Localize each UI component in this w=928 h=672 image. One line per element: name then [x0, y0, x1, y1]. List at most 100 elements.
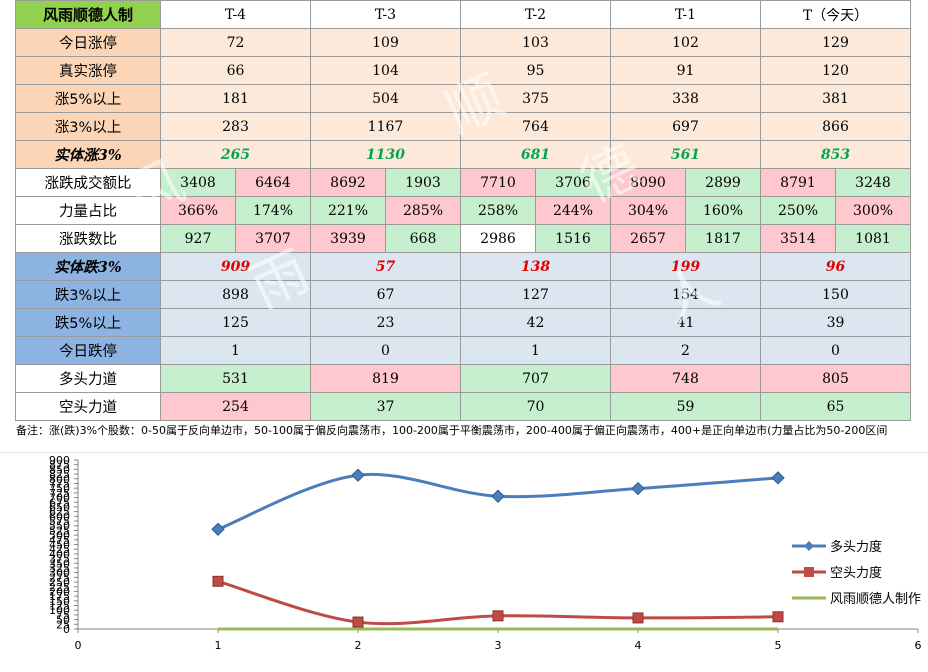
value-cell: 2657: [610, 224, 686, 253]
value-cell: 805: [760, 364, 911, 393]
y-tick-label: 475: [49, 534, 70, 547]
y-tick-label: 575: [49, 515, 70, 528]
value-cell: 898: [160, 280, 311, 309]
y-tick-label: 750: [49, 482, 70, 495]
data-point: [492, 610, 504, 622]
table-row: 涨跌数比 927 3707 3939 668 2986 1516 2657 1817 3514 10…: [15, 224, 911, 253]
table-row: 真实涨停 66 104 95 91 120: [15, 56, 911, 85]
row-label: 涨3%以上: [15, 112, 161, 141]
value-cell: 254: [160, 392, 311, 421]
value-cell: 1: [160, 336, 311, 365]
value-cell: 221%: [310, 196, 386, 225]
data-point: [772, 611, 784, 623]
x-tick-label: 2: [355, 639, 362, 652]
value-cell: 1817: [685, 224, 761, 253]
row-label: 涨跌数比: [15, 224, 161, 253]
y-tick-label: 50: [56, 614, 70, 627]
value-cell: 72: [160, 28, 311, 57]
y-tick-label: 825: [49, 468, 70, 481]
value-cell: 3939: [310, 224, 386, 253]
row-label: 实体跌3%: [15, 252, 161, 281]
remark-note: 备注：涨(跌)3%个股数：0-50属于反向单边市，50-100属于偏反向震荡市，…: [16, 424, 888, 437]
value-cell: 338: [610, 84, 761, 113]
y-tick-label: 700: [49, 492, 70, 505]
value-cell: 250%: [760, 196, 836, 225]
table-row: 涨5%以上 181 504 375 338 381: [15, 84, 911, 113]
value-cell: 1: [460, 336, 611, 365]
value-cell: 561: [610, 140, 761, 169]
value-cell: 129: [760, 28, 911, 57]
value-cell: 3514: [760, 224, 836, 253]
y-tick-label: 500: [49, 529, 70, 542]
value-cell: 3707: [235, 224, 311, 253]
value-cell: 2: [610, 336, 761, 365]
y-tick-label: 100: [49, 604, 70, 617]
value-cell: 91: [610, 56, 761, 85]
y-tick-label: 150: [49, 595, 70, 608]
y-tick-label: 525: [49, 524, 70, 537]
legend-marker: [804, 541, 814, 551]
row-label: 多头力道: [15, 364, 161, 393]
value-cell: 8090: [610, 168, 686, 197]
row-label: 涨跌成交额比: [15, 168, 161, 197]
value-cell: 0: [310, 336, 461, 365]
data-point: [211, 522, 225, 536]
value-cell: 381: [760, 84, 911, 113]
table-row: 涨3%以上 283 1167 764 697 866: [15, 112, 911, 141]
value-cell: 67: [310, 280, 461, 309]
y-tick-label: 250: [49, 576, 70, 589]
value-cell: 181: [160, 84, 311, 113]
y-tick-label: 375: [49, 553, 70, 566]
value-cell: 102: [610, 28, 761, 57]
value-cell: 65: [760, 392, 911, 421]
value-cell: 697: [610, 112, 761, 141]
y-tick-label: 550: [49, 520, 70, 533]
value-cell: 1516: [535, 224, 611, 253]
x-tick-label: 6: [915, 639, 922, 652]
legend-label: 空头力度: [830, 565, 882, 581]
y-tick-label: 75: [56, 609, 70, 622]
table-row: 跌3%以上 898 67 127 154 150: [15, 280, 911, 309]
value-cell: 95: [460, 56, 611, 85]
value-cell: 160%: [685, 196, 761, 225]
value-cell: 304%: [610, 196, 686, 225]
data-point: [491, 489, 505, 503]
value-cell: 37: [310, 392, 461, 421]
y-tick-label: 625: [49, 506, 70, 519]
legend-label: 多头力度: [830, 539, 882, 555]
value-cell: 3706: [535, 168, 611, 197]
table-row: 力量占比 366% 174% 221% 285% 258% 244% 304% 160% 250%…: [15, 196, 911, 225]
table-row: 空头力道 254 37 70 59 65: [15, 392, 911, 421]
y-tick-label: 275: [49, 571, 70, 584]
y-tick-label: 400: [49, 548, 70, 561]
table-row: 今日涨停 72 109 103 102 129: [15, 28, 911, 57]
legend-label: 风雨顺德人制作: [830, 592, 921, 607]
value-cell: 127: [460, 280, 611, 309]
value-cell: 909: [160, 252, 311, 281]
x-tick-label: 3: [495, 639, 502, 652]
value-cell: 300%: [835, 196, 911, 225]
value-cell: 66: [160, 56, 311, 85]
value-cell: 96: [760, 252, 911, 281]
y-tick-label: 450: [49, 539, 70, 552]
row-label: 跌5%以上: [15, 308, 161, 337]
x-tick-label: 4: [635, 639, 642, 652]
y-tick-label: 600: [49, 510, 70, 523]
y-tick-label: 125: [49, 600, 70, 613]
value-cell: 3248: [835, 168, 911, 197]
value-cell: 681: [460, 140, 611, 169]
y-tick-label: 200: [49, 585, 70, 598]
row-label: 今日涨停: [15, 28, 161, 57]
data-table: 风雨顺德人制 T-4 T-3 T-2 T-1 T（今天） 今日涨停 72 109 103 102 12…: [15, 0, 911, 421]
row-label: 真实涨停: [15, 56, 161, 85]
y-tick-label: 650: [49, 501, 70, 514]
header-row: 风雨顺德人制 T-4 T-3 T-2 T-1 T（今天）: [15, 0, 911, 29]
value-cell: 853: [760, 140, 911, 169]
value-cell: 7710: [460, 168, 536, 197]
row-label: 力量占比: [15, 196, 161, 225]
table-row: 今日跌停 1 0 1 2 0: [15, 336, 911, 365]
value-cell: 70: [460, 392, 611, 421]
value-cell: 265: [160, 140, 311, 169]
y-tick-label: 725: [49, 487, 70, 500]
value-cell: 59: [610, 392, 761, 421]
